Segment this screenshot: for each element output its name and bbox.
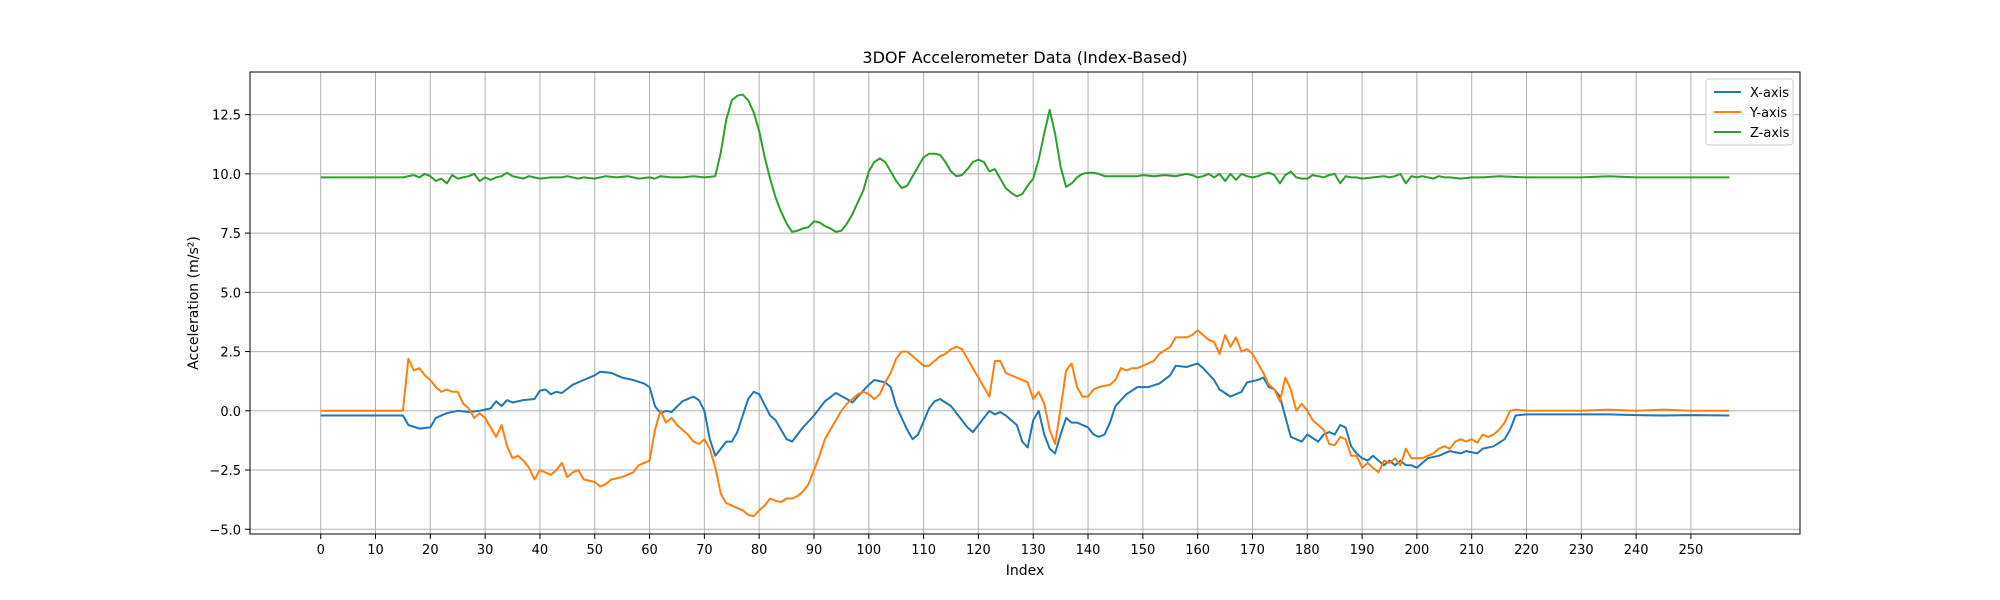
x-tick-label: 250	[1679, 543, 1704, 558]
y-tick-label: 7.5	[220, 227, 241, 242]
x-tick-label: 30	[477, 543, 494, 558]
x-tick-label: 200	[1404, 543, 1429, 558]
x-tick-label: 170	[1240, 543, 1265, 558]
x-tick-label: 40	[532, 543, 549, 558]
x-axis-label: Index	[1006, 563, 1045, 579]
x-tick-label: 220	[1514, 543, 1539, 558]
x-tick-label: 160	[1185, 543, 1210, 558]
series-line-x-axis	[320, 362, 1730, 469]
x-tick-label: 90	[806, 543, 823, 558]
x-tick-label: 140	[1076, 543, 1101, 558]
series-line-z-axis	[320, 93, 1730, 233]
x-tick-label: 80	[751, 543, 768, 558]
x-tick-label: 130	[1021, 543, 1046, 558]
axis-ticks: 0 10 20 30 40 50 60 70 80 90 100 110 120 130 140 150 160…	[209, 109, 1703, 558]
y-tick-label: 0.0	[220, 405, 241, 420]
y-axis-label: Acceleration (m/s²)	[186, 236, 202, 370]
x-tick-label: 60	[641, 543, 658, 558]
x-tick-label: 20	[422, 543, 439, 558]
series-line-y-axis	[320, 329, 1730, 518]
legend-label: X-axis	[1750, 86, 1789, 101]
x-tick-label: 110	[911, 543, 936, 558]
y-tick-label: −2.5	[209, 464, 241, 479]
y-tick-label: 2.5	[220, 346, 241, 361]
y-tick-label: −5.0	[209, 523, 241, 538]
legend: X-axis Y-axis Z-axis	[1705, 78, 1794, 146]
x-tick-label: 50	[586, 543, 603, 558]
plot-area-frame	[249, 71, 1801, 535]
x-tick-label: 100	[856, 543, 881, 558]
legend-box	[1705, 78, 1794, 146]
x-tick-label: 240	[1624, 543, 1649, 558]
x-tick-label: 150	[1130, 543, 1155, 558]
series-lines	[320, 93, 1730, 518]
y-tick-label: 10.0	[212, 168, 241, 183]
x-tick-label: 10	[367, 543, 384, 558]
legend-label: Z-axis	[1750, 126, 1790, 141]
x-tick-label: 0	[317, 543, 325, 558]
x-tick-label: 190	[1350, 543, 1375, 558]
y-tick-label: 12.5	[212, 109, 241, 124]
chart-title: 3DOF Accelerometer Data (Index-Based)	[862, 48, 1187, 67]
legend-label: Y-axis	[1749, 106, 1787, 121]
x-tick-label: 120	[966, 543, 991, 558]
x-tick-label: 210	[1459, 543, 1484, 558]
x-tick-label: 180	[1295, 543, 1320, 558]
x-tick-label: 230	[1569, 543, 1594, 558]
y-tick-label: 5.0	[220, 286, 241, 301]
x-tick-label: 70	[696, 543, 713, 558]
